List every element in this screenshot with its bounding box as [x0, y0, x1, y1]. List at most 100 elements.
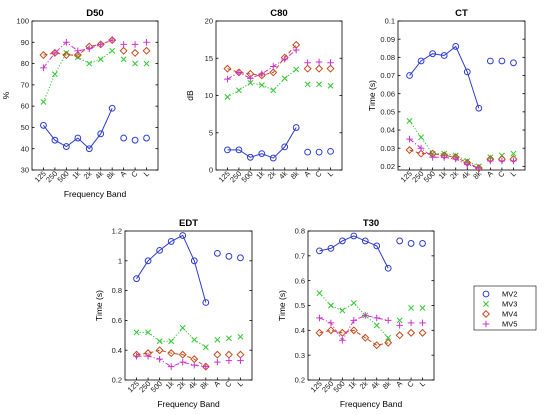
c80-mv3-point [270, 87, 277, 94]
edt-mv3-point [191, 336, 198, 343]
t30-mv4-point [372, 341, 381, 350]
t30-xlabel: Frequency Band [340, 399, 403, 409]
t30-axes-frame [307, 230, 435, 381]
d50-mv2-point [40, 121, 47, 129]
c80-mv2-point [246, 153, 254, 161]
d50-mv4-point [142, 46, 151, 55]
edt-mv4-point [213, 350, 222, 359]
edt-xlabel: Frequency Band [157, 399, 220, 409]
legend-entry-mv4: MV4 [481, 310, 517, 319]
t30-ytick-label: 0.7 [295, 251, 305, 260]
edt-ytick-label: 1.2 [112, 227, 122, 236]
t30-mv2-point [396, 237, 404, 245]
edt-xtick-label: 1k [164, 379, 176, 391]
c80-mv2-point [292, 124, 300, 131]
t30-mv4-point [349, 326, 358, 335]
c80-mv4-point [303, 64, 312, 73]
ct-ytick-label: 0.05 [380, 107, 395, 116]
d50-mv4-point [119, 46, 128, 55]
ct-mv5-point [417, 144, 425, 152]
c80-ytick-label: 0 [209, 166, 213, 175]
t30-mv5-point [339, 336, 346, 344]
edt-series-mv3 [133, 324, 244, 351]
t30-ytick-label: 0.4 [295, 326, 305, 335]
d50-ytick-label: 80 [21, 59, 29, 68]
ct-series-mv2 [406, 43, 517, 112]
t30-xtick-label: A [394, 379, 404, 389]
d50-mv4-point [131, 48, 140, 57]
d50-ytick-label: 70 [21, 80, 29, 89]
edt-mv3-point [156, 338, 163, 345]
t30-mv5-point [384, 317, 392, 324]
c80-mv5-point [258, 70, 266, 78]
edt-mv2-point [156, 246, 164, 254]
edt-mv4-point [178, 350, 187, 359]
ct-mv2-line [409, 45, 480, 109]
t30-series-mv4 [315, 326, 427, 350]
t30-mv2-point [419, 240, 426, 247]
ct-ytick-label: 0.1 [385, 17, 395, 26]
legend-mv3-marker [483, 301, 489, 307]
ct-ytick-label: 0.03 [380, 144, 395, 153]
edt-mv2-point [133, 275, 140, 283]
edt-mv3-point [133, 329, 140, 336]
d50-ytick-label: 90 [21, 38, 29, 47]
d50-mv5-point [51, 49, 59, 57]
c80-xtick-label: 1k [254, 169, 266, 181]
d50-xtick-label: C [129, 169, 140, 180]
t30-mv5-point [396, 322, 403, 329]
ct-mv2-point [452, 43, 460, 50]
t30-mv3-point [408, 305, 415, 311]
d50-ytick-label: 30 [21, 166, 29, 175]
edt-mv5-point [133, 352, 140, 360]
ct-xtick-label: 500 [422, 169, 437, 184]
edt-mv2-point [179, 232, 187, 239]
d50-ytick-label: 40 [21, 144, 29, 153]
edt-mv2-point [144, 257, 152, 265]
t30-mv2-line [319, 235, 389, 269]
d50-mv5-point [120, 41, 127, 48]
edt-xtick-label: L [236, 379, 245, 388]
d50-series-mv2 [40, 104, 150, 153]
ct-mv2-point [406, 72, 413, 79]
c80-mv2-point [235, 146, 243, 154]
edt-xtick-label: C [223, 379, 234, 390]
t30-ytick-label: 0.2 [295, 376, 305, 385]
edt-mv5-point [237, 357, 244, 364]
edt-ytick-label: 0.2 [112, 376, 122, 385]
edt-mv5-point [179, 358, 187, 366]
legend-entry-mv3: MV3 [483, 300, 517, 309]
c80-mv2-point [224, 146, 231, 154]
d50-mv5-point [85, 45, 93, 52]
ct-mv4-point [405, 146, 414, 155]
c80-mv4-point [315, 64, 324, 73]
ct-title: CT [455, 8, 468, 19]
t30-xtick-label: 500 [332, 379, 347, 394]
edt-mv3-point [145, 329, 152, 336]
legend-mv2-label: MV2 [502, 290, 517, 299]
c80-xtick-label: 4k [277, 169, 289, 181]
c80-ytick-label: 5 [209, 128, 213, 137]
d50-mv4-point [39, 51, 48, 60]
d50-axes-frame [31, 20, 159, 171]
d50-mv5-point [40, 64, 47, 72]
t30-mv5-point [419, 319, 426, 327]
edt-xtick-label: 500 [149, 379, 164, 394]
ct-mv2-point [498, 57, 506, 65]
c80-mv5-point [247, 75, 254, 82]
d50-mv3-point [86, 60, 93, 67]
ct-mv2-point [475, 104, 483, 112]
c80-mv5-point [269, 63, 277, 70]
d50-mv5-point [143, 38, 150, 46]
d50-mv2-point [120, 134, 128, 142]
d50-series-mv5 [40, 36, 150, 72]
ct-mv5-point [510, 157, 517, 165]
t30-mv2-point [361, 237, 369, 245]
ct-xtick-label: 1k [437, 169, 449, 181]
edt-mv2-point [225, 252, 233, 260]
ct-mv5-point [452, 155, 460, 163]
d50-xtick-label: 500 [56, 169, 71, 184]
c80-xtick-label: C [313, 169, 324, 180]
